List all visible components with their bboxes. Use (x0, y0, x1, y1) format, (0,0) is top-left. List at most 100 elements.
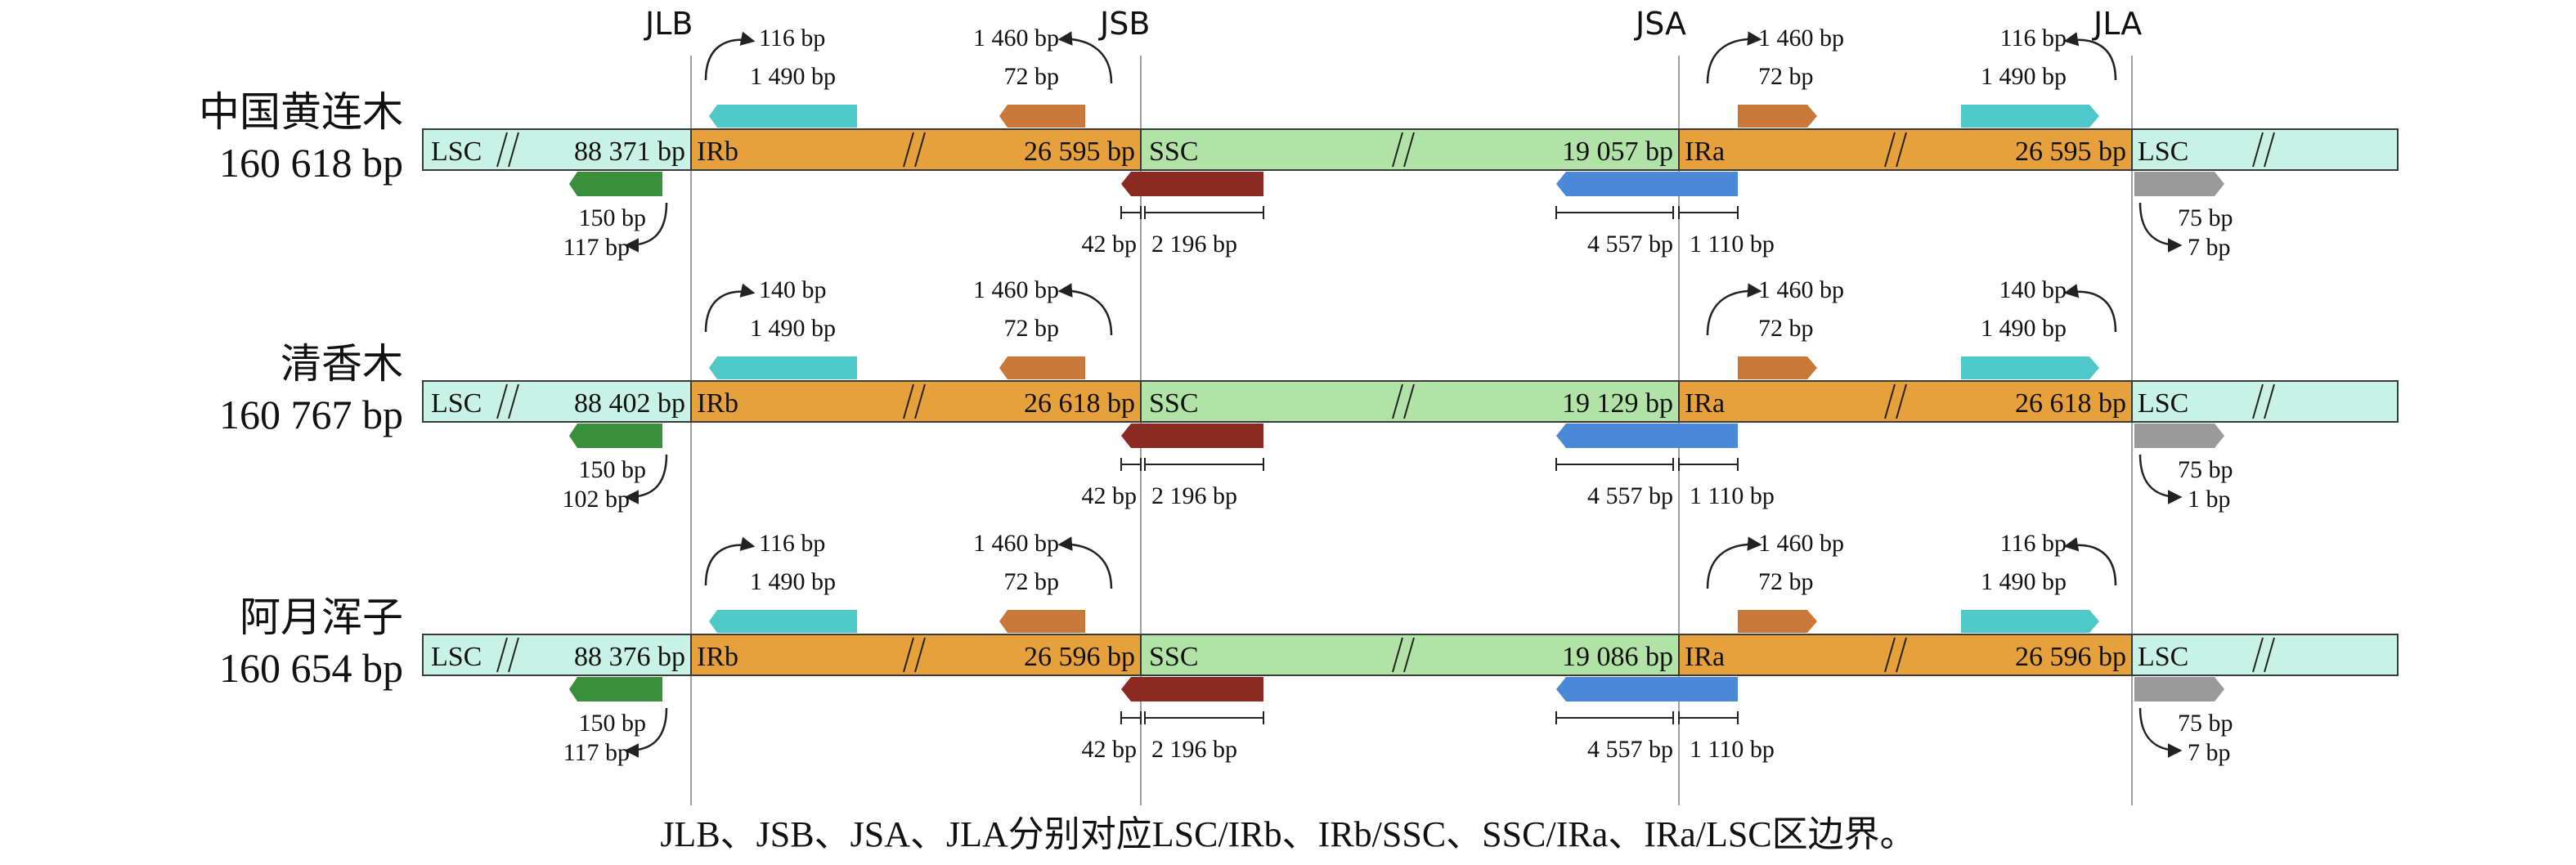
top-jsa-a: 1 460 bp (1758, 276, 1844, 303)
break-mark (914, 383, 926, 419)
top-jlb-b: 1 490 bp (750, 315, 836, 342)
ssc-label: SSC (1149, 137, 1199, 167)
bottom-jlb-b: 102 bp (563, 486, 631, 513)
gene-orange-right (1738, 105, 1817, 128)
top-jla-b: 1 490 bp (1981, 568, 2067, 595)
ira-label: IRa (1685, 137, 1725, 167)
gene-blue (1556, 424, 1738, 448)
bottom-jsb-b: 2 196 bp (1151, 482, 1237, 509)
jsb-label: JSB (1098, 6, 1150, 42)
break-mark (496, 637, 508, 673)
jsa-label: JSA (1634, 6, 1686, 42)
gene-teal-left (709, 610, 857, 633)
lsc-length: 88 402 bp (574, 388, 685, 419)
gene-teal-left (709, 105, 857, 128)
arc-bottom-jla (2138, 454, 2183, 504)
top-jsb-b: 72 bp (1004, 63, 1060, 90)
species-row: 清香木 160 767 bp LSC 88 402 bp IRb 26 618 bp SSC… (219, 276, 2399, 513)
break-mark (508, 383, 519, 419)
break-mark (508, 637, 519, 673)
top-jlb-a: 116 bp (759, 530, 825, 557)
top-jla-b: 1 490 bp (1981, 315, 2067, 342)
break-mark (496, 383, 508, 419)
bottom-jlb-b: 117 bp (563, 234, 630, 261)
ssc-length: 19 129 bp (1562, 388, 1673, 419)
species-row: 中国黄连木 160 618 bp LSC 88 371 bp IRb 26 595 bp S… (199, 25, 2399, 261)
bottom-jla-b: 7 bp (2188, 234, 2231, 261)
arc-jla (2063, 537, 2117, 586)
arc-jsb (1057, 536, 1113, 589)
bottom-jsb-a: 42 bp (1082, 482, 1138, 509)
top-jlb-b: 1 490 bp (750, 63, 836, 90)
irb-length: 26 595 bp (1024, 137, 1135, 167)
gene-blue (1556, 677, 1738, 701)
break-mark (903, 132, 914, 168)
gene-teal-right (1961, 610, 2099, 633)
top-jsb-b: 72 bp (1004, 568, 1060, 595)
ssc-label: SSC (1149, 642, 1199, 672)
bottom-jsb-b: 2 196 bp (1151, 736, 1237, 763)
bottom-jlb-a: 150 bp (579, 710, 647, 737)
break-mark (914, 637, 926, 673)
lsc-length: 88 376 bp (574, 642, 685, 672)
break-mark (1884, 637, 1896, 673)
break-mark (2264, 132, 2275, 168)
lsc-length: 88 371 bp (574, 137, 685, 167)
ira-length: 26 596 bp (2015, 642, 2126, 672)
species-total: 160 767 bp (219, 392, 403, 437)
bottom-jsa-b: 1 110 bp (1690, 231, 1775, 258)
bottom-jsa-a: 4 557 bp (1587, 231, 1673, 258)
lsc-label: LSC (431, 137, 482, 167)
top-jla-a: 140 bp (1999, 276, 2067, 303)
bottom-jla-a: 75 bp (2178, 456, 2233, 483)
break-mark (903, 383, 914, 419)
lsc2-label: LSC (2138, 388, 2188, 419)
arc-jla (2063, 32, 2117, 81)
ssc-label: SSC (1149, 388, 1199, 419)
arc-bottom-jlb (624, 707, 668, 758)
break-mark (2264, 383, 2275, 419)
break-mark (2252, 132, 2264, 168)
lsc2-label: LSC (2138, 642, 2188, 672)
ssc-segment (1140, 128, 1680, 171)
bottom-jsa-b: 1 110 bp (1690, 736, 1775, 763)
ssc-length: 19 086 bp (1562, 642, 1673, 672)
gene-green (569, 677, 662, 701)
break-mark (2264, 637, 2275, 673)
lsc-segment (422, 634, 692, 676)
gene-gray (2134, 677, 2224, 701)
bottom-jlb-a: 150 bp (579, 204, 647, 231)
ira-length: 26 618 bp (2015, 388, 2126, 419)
lsc-label: LSC (431, 388, 482, 419)
species-name: 中国黄连木 (199, 89, 403, 135)
top-jsa-b: 72 bp (1758, 315, 1814, 342)
break-mark (1896, 637, 1907, 673)
arc-bottom-jlb (624, 454, 668, 504)
irb-label: IRb (697, 642, 738, 672)
irb-label: IRb (697, 388, 738, 419)
irb-label: IRb (697, 137, 738, 167)
gene-orange-left (999, 356, 1085, 379)
gene-green (569, 424, 662, 448)
gene-darkred (1121, 172, 1263, 196)
top-jla-a: 116 bp (2000, 530, 2067, 557)
gene-darkred (1121, 424, 1263, 448)
lsc2-label: LSC (2138, 137, 2188, 167)
arc-jlb (704, 283, 756, 333)
top-jlb-a: 116 bp (759, 25, 825, 52)
arc-bottom-jla (2138, 707, 2183, 758)
bottom-jsa-a: 4 557 bp (1587, 736, 1673, 763)
lsc-label: LSC (431, 642, 482, 672)
species-total: 160 654 bp (219, 645, 403, 691)
species-row: 阿月浑子 160 654 bp LSC 88 376 bp IRb 26 596 bp SS… (219, 530, 2399, 766)
bottom-jlb-b: 117 bp (563, 739, 630, 766)
break-mark (1403, 637, 1415, 673)
arc-jla (2063, 284, 2117, 333)
break-mark (1896, 132, 1907, 168)
bottom-jsa-a: 4 557 bp (1587, 482, 1673, 509)
arc-jsa (1706, 536, 1762, 589)
boundary-labels: JLB JSB JSA JLA (644, 6, 2142, 42)
bottom-jsb-a: 42 bp (1082, 231, 1138, 258)
species-name: 阿月浑子 (240, 594, 403, 640)
